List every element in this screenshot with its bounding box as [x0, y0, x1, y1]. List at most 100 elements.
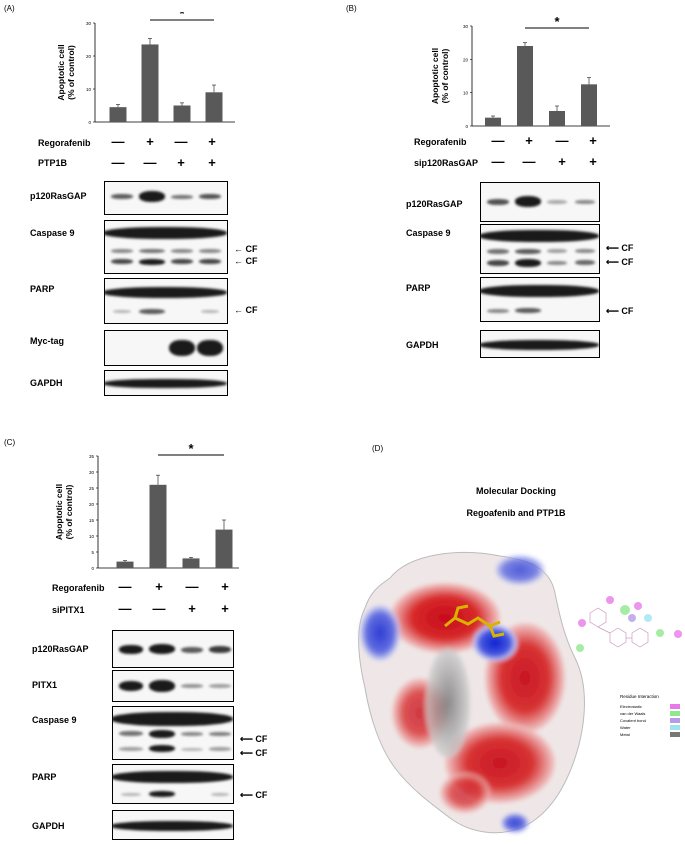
- panel-b-blot-label-gapdh: GAPDH: [406, 340, 439, 350]
- interaction-residue-electrostatic: [578, 619, 586, 627]
- panel-a-parp-cf-text: CF: [245, 305, 258, 315]
- y-tick-label: 20: [89, 502, 95, 507]
- bar: [517, 46, 533, 126]
- panel-b-row1-lane2: +: [525, 133, 533, 148]
- y-tick-label: 0: [465, 124, 468, 129]
- legend-label: van der Waals: [620, 711, 646, 716]
- panel-b-blot-label-caspase9: Caspase 9: [406, 228, 451, 238]
- panel-c-caspase-cf1-text: CF: [255, 734, 268, 744]
- y-tick-label: 15: [89, 518, 95, 523]
- panel-b-row1-lane4: +: [589, 133, 597, 148]
- panel-a-blot-label-p120rasgap: p120RasGAP: [30, 191, 87, 201]
- panel-a-blot-myctag: [104, 330, 228, 366]
- y-tick-label: 20: [463, 57, 469, 62]
- y-axis-label: (% of control): [440, 48, 450, 103]
- panel-c-row1-lane3: —: [185, 579, 199, 594]
- panel-c-row2-lane4: +: [221, 601, 229, 616]
- significance-star: *: [554, 14, 560, 29]
- panel-c-parp-cf-text: CF: [255, 790, 268, 800]
- panel-c-blot-label-caspase9: Caspase 9: [32, 715, 77, 725]
- panel-a-blot-caspase9: [104, 220, 228, 274]
- y-tick-label: 10: [86, 87, 92, 92]
- panel-c-parp-cf: ⟵ CF: [240, 790, 268, 800]
- panel-d-label: (D): [372, 444, 384, 453]
- panel-c-row2-lane1: —: [118, 601, 132, 616]
- bar: [581, 84, 597, 126]
- panel-a-blot-label-caspase9: Caspase 9: [30, 228, 75, 238]
- panel-b-row2-lane2: —: [522, 154, 536, 169]
- panel-a-caspase-cf1-text: CF: [245, 244, 258, 254]
- panel-b-blot-label-parp: PARP: [406, 283, 431, 293]
- y-tick-label: 0: [91, 566, 94, 571]
- panel-b-row2-lane3: +: [558, 154, 566, 169]
- panel-a-bar-chart: Apoptotic cell (% of control) 0 10 20 30 *: [56, 12, 235, 125]
- panel-c-label: (C): [4, 438, 16, 447]
- legend-title: Residue Interaction: [620, 694, 659, 699]
- legend-swatch: [670, 732, 680, 737]
- bar: [549, 111, 565, 126]
- panel-c-row2-lane2: —: [152, 601, 166, 616]
- bar: [149, 484, 167, 568]
- bar: [141, 44, 159, 123]
- panel-c-caspase-cf2-text: CF: [255, 748, 268, 758]
- panel-a-label: (A): [4, 4, 15, 13]
- panel-b-caspase-cf1-text: CF: [621, 243, 634, 253]
- legend-label: Water: [620, 725, 631, 730]
- significance-star: *: [179, 12, 185, 21]
- legend-label: Electrostatic: [620, 704, 642, 709]
- panel-b-row1-lane3: —: [555, 133, 569, 148]
- panel-a-row2-label: PTP1B: [38, 158, 68, 168]
- panel-c-blot-p120rasgap: [112, 630, 234, 668]
- y-axis-label: Apoptotic cell: [56, 44, 66, 100]
- panel-b-parp-cf: ⟵ CF: [606, 306, 634, 316]
- panel-c-blot-pitx1: [112, 670, 234, 702]
- panel-c-caspase-cf2: ⟵ CF: [240, 748, 268, 758]
- panel-a-caspase-cf2: ← CF: [234, 256, 258, 266]
- panel-b-row2-lane4: +: [589, 154, 597, 169]
- panel-b-row2-lane1: —: [491, 154, 505, 169]
- panel-a-row1-lane4: +: [208, 134, 216, 149]
- panel-a-row1-lane1: —: [111, 134, 125, 149]
- panel-a-row1-lane2: +: [146, 134, 154, 149]
- y-tick-label: 0: [88, 120, 91, 125]
- panel-c-bar-chart: Apoptotic cell (% of control) 0 5 10 15 20 25 30…: [54, 441, 239, 571]
- legend-label: Covalent bond: [620, 718, 646, 723]
- y-tick-label: 25: [89, 486, 95, 491]
- panel-a-parp-cf: ← CF: [234, 305, 258, 315]
- y-tick-label: 30: [86, 21, 92, 26]
- y-tick-label: 30: [463, 24, 469, 29]
- panel-b-row2-label: sip120RasGAP: [414, 158, 479, 168]
- legend-item-metal: Metal: [620, 731, 680, 738]
- bar: [215, 529, 233, 568]
- panel-a-row2-lane1: —: [111, 155, 125, 170]
- panel-b-blot-label-p120rasgap: p120RasGAP: [406, 199, 463, 209]
- y-axis-label: (% of control): [64, 484, 74, 539]
- legend-label: Metal: [620, 732, 630, 737]
- interaction-residue-electrostatic: [634, 602, 642, 610]
- panel-c-row1-lane4: +: [221, 579, 229, 594]
- panel-a-blot-label-gapdh: GAPDH: [30, 378, 63, 388]
- interaction-residue-electrostatic: [674, 630, 682, 638]
- panel-b-blot-parp: [480, 277, 600, 322]
- panel-b-caspase-cf2-text: CF: [621, 257, 634, 267]
- panel-a-row1-label: Regorafenib: [38, 138, 91, 148]
- panel-c-row1-label: Regorafenib: [52, 583, 105, 593]
- interaction-residue-vdw: [656, 629, 664, 637]
- significance-star: *: [188, 441, 194, 456]
- panel-c-row2-label: siPITX1: [52, 605, 85, 615]
- interaction-residue-covalent: [628, 614, 636, 622]
- panel-a-blot-p120rasgap: [104, 181, 228, 215]
- bar: [485, 117, 501, 126]
- panel-b-blot-caspase9: [480, 224, 600, 274]
- residue-interaction-legend: Residue Interaction Electrostatic van de…: [620, 694, 680, 738]
- legend-item-water: Water: [620, 724, 680, 731]
- panel-b-blot-p120rasgap: [480, 182, 600, 222]
- panel-b-caspase-cf2: ⟵ CF: [606, 257, 634, 267]
- panel-b-blot-gapdh: [480, 330, 600, 358]
- panel-c-blot-label-pitx1: PITX1: [32, 680, 58, 690]
- y-tick-label: 30: [89, 470, 95, 475]
- y-axis-label: Apoptotic cell: [54, 484, 64, 540]
- panel-c-blot-parp: [112, 764, 234, 804]
- bar: [109, 107, 127, 122]
- panel-b-parp-cf-text: CF: [621, 306, 634, 316]
